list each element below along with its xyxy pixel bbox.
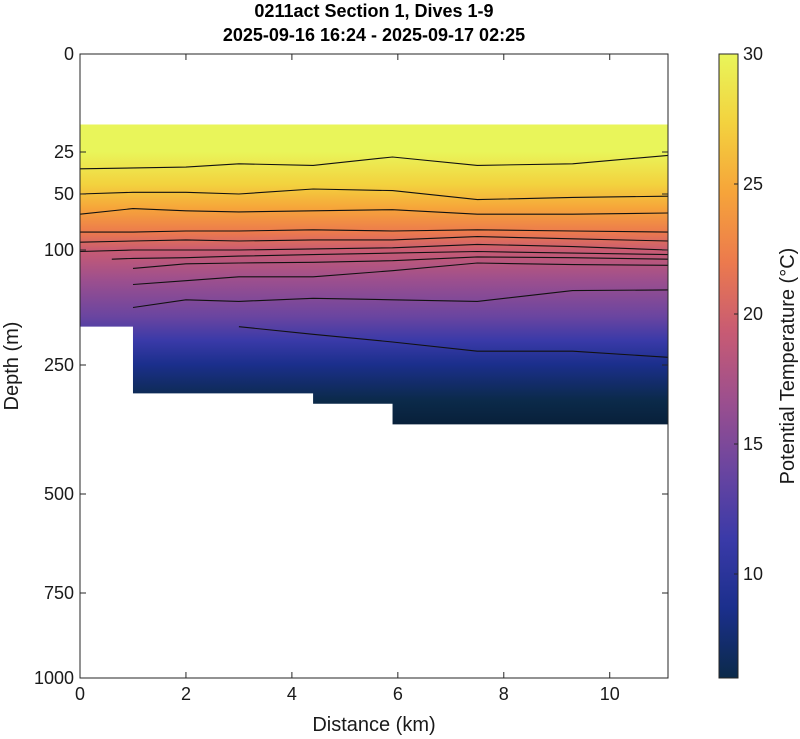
x-tick-label: 4 [287,684,297,704]
y-tick-label: 500 [44,484,74,504]
isotherm-line [80,229,669,233]
x-axis-ticks: 0 2 4 6 8 10 [75,54,620,704]
isotherm-line [79,188,669,201]
colorbar-tick-label: 10 [743,564,763,584]
isotherm-line [79,154,669,170]
isotherm-line [132,256,669,269]
y-tick-label: 100 [44,240,74,260]
colorbar-tick-label: 25 [743,174,763,194]
x-tick-label: 10 [600,684,620,704]
y-tick-label: 250 [44,355,74,375]
colorbar-tick-label: 30 [743,44,763,64]
isotherm-line [79,208,669,215]
x-tick-label: 6 [393,684,403,704]
isotherm-line [79,236,669,243]
isotherm-line [132,262,669,286]
colorbar-tick-label: 15 [743,434,763,454]
y-tick-label: 25 [54,142,74,162]
chart-title: 0211act Section 1, Dives 1-9 [254,1,493,21]
chart-subtitle: 2025-09-16 16:24 - 2025-09-17 02:25 [223,25,525,45]
plot-frame [79,53,669,679]
colorbar-strip [718,53,739,679]
y-tick-label: 1000 [34,668,74,688]
y-tick-label: 750 [44,583,74,603]
colorbar: 10 15 20 25 30 Potential Temperature (°C) [718,44,799,679]
isotherm-line [79,243,669,253]
y-tick-label: 50 [54,184,74,204]
x-tick-label: 0 [75,684,85,704]
colorbar-tick-label: 20 [743,304,763,324]
y-axis-label: Depth (m) [1,322,23,411]
isotherm-line [238,326,669,358]
x-tick-label: 8 [499,684,509,704]
isotherm-contours [79,154,669,358]
colorbar-ticks: 10 15 20 25 30 [734,44,763,584]
x-tick-label: 2 [181,684,191,704]
y-tick-label: 0 [64,44,74,64]
colorbar-label: Potential Temperature (°C) [777,248,799,485]
temperature-field [80,124,668,425]
x-axis-label: Distance (km) [312,714,435,736]
plot-area: 0 2 4 6 8 10 0 25 50 100 250 500 750 1000 [34,44,669,704]
isotherm-line [132,289,669,309]
y-axis-ticks: 0 25 50 100 250 500 750 1000 [34,44,668,688]
isotherm-line [111,250,669,260]
